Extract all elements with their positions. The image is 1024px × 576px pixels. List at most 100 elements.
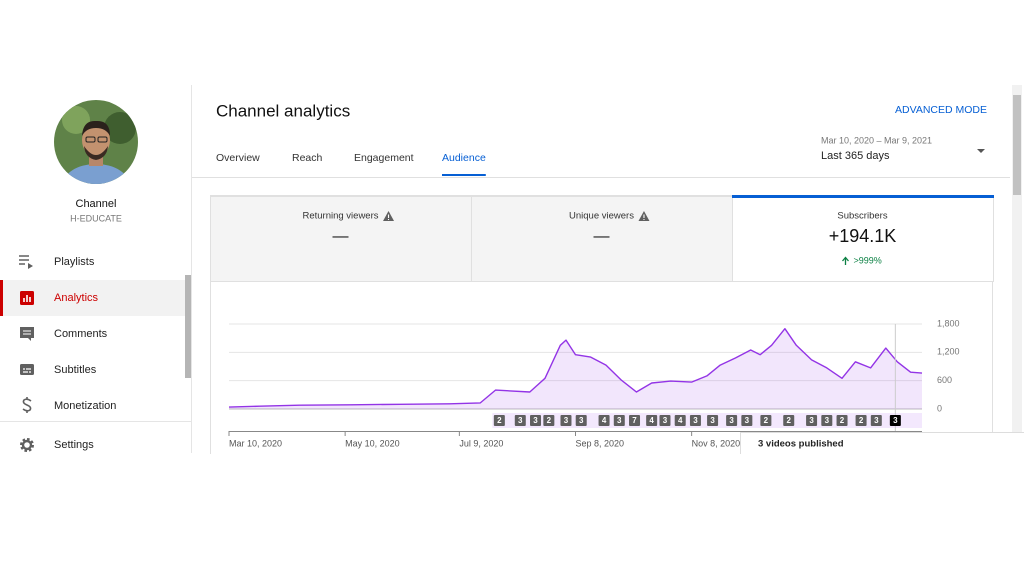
video-marker[interactable]	[575, 415, 587, 426]
video-marker-label: 3	[564, 416, 569, 425]
video-marker[interactable]	[855, 415, 867, 426]
video-marker[interactable]	[659, 415, 671, 426]
tab[interactable]: Engagement	[354, 152, 414, 164]
menu-item[interactable]: Analytics	[0, 280, 185, 316]
menu-item-label[interactable]: Monetization	[54, 400, 116, 412]
icon	[28, 263, 33, 269]
video-marker-label: 3	[663, 416, 668, 425]
video-marker[interactable]	[806, 415, 818, 426]
menu-item-label[interactable]: Comments	[54, 328, 108, 340]
video-marker-label: 2	[859, 416, 864, 425]
video-marker[interactable]	[726, 415, 738, 426]
menu-item[interactable]: Playlists	[19, 255, 95, 269]
tab[interactable]: Overview	[216, 152, 260, 164]
up-arrow-icon	[842, 256, 849, 265]
video-marker-label: 4	[649, 416, 654, 425]
page-scroll-track	[1012, 85, 1022, 453]
metric-card-selected-bar	[732, 195, 994, 198]
x-tick-label: Nov 8, 2020	[692, 438, 741, 448]
avatar[interactable]	[54, 100, 138, 208]
icon	[23, 295, 31, 302]
x-tick-label: Mar 10, 2020	[229, 438, 282, 448]
video-marker[interactable]	[689, 415, 701, 426]
video-marker[interactable]	[821, 415, 833, 426]
metric-card-title: Returning viewers	[302, 211, 378, 222]
video-marker[interactable]	[543, 415, 555, 426]
y-tick-label: 1,800	[937, 318, 960, 328]
video-marker-label: 3	[693, 416, 698, 425]
menu-item[interactable]: Monetization	[22, 397, 116, 413]
metric-card-value: +194.1K	[829, 226, 897, 246]
settings-icon	[20, 438, 34, 452]
metric-card[interactable]	[732, 196, 994, 282]
video-marker[interactable]	[493, 415, 505, 426]
video-marker[interactable]	[613, 415, 625, 426]
video-marker[interactable]	[514, 415, 526, 426]
metric-card-value: —	[333, 228, 349, 245]
chart: 0 600 1,200 1,800 Mar 10, 2020 May 10, 2020 Ju…	[228, 318, 1024, 454]
video-marker-label: 3	[809, 416, 814, 425]
y-tick-label: 1,200	[937, 347, 960, 357]
date-range[interactable]: Mar 10, 2020 – Mar 9, 2021	[821, 135, 932, 145]
menu-item[interactable]: Subtitles	[20, 364, 97, 376]
metric-card-title: Subscribers	[837, 211, 887, 222]
video-marker[interactable]	[760, 415, 772, 426]
y-tick-label: 600	[937, 375, 952, 385]
metric-card-value: —	[594, 228, 610, 245]
tab[interactable]: Audience	[442, 152, 486, 164]
metric-card-title: Unique viewers	[569, 211, 634, 222]
x-tick-label: May 10, 2020	[345, 438, 400, 448]
page-scroll-thumb[interactable]	[1013, 95, 1021, 195]
video-marker[interactable]	[707, 415, 719, 426]
video-marker-label: 3	[518, 416, 523, 425]
advanced-mode-button[interactable]: ADVANCED MODE	[895, 104, 987, 116]
channel-name: Channel	[76, 198, 117, 210]
video-marker-label: 2	[840, 416, 845, 425]
menu-item-label[interactable]: Analytics	[54, 292, 99, 304]
videos-published-panel	[740, 432, 1024, 454]
video-marker-label: 2	[547, 416, 552, 425]
video-marker-label: 4	[602, 416, 607, 425]
video-marker[interactable]	[783, 415, 795, 426]
page-bottom	[0, 454, 1024, 576]
video-marker-label: 3	[745, 416, 750, 425]
video-marker-label: 3	[579, 416, 584, 425]
x-tick-label: Jul 9, 2020	[459, 438, 503, 448]
video-marker[interactable]	[741, 415, 753, 426]
tab[interactable]: Reach	[292, 152, 323, 164]
icon	[23, 330, 31, 335]
video-marker-label: 4	[678, 416, 683, 425]
video-marker-label: 7	[632, 416, 637, 425]
video-marker-label: 3	[729, 416, 734, 425]
menu-item[interactable]: Comments	[20, 327, 108, 341]
video-marker-label: 3	[617, 416, 622, 425]
video-marker[interactable]	[870, 415, 882, 426]
dropdown-arrow[interactable]	[977, 149, 985, 153]
video-marker-label: 3	[825, 416, 830, 425]
period-select[interactable]: Last 365 days	[821, 150, 890, 162]
video-marker[interactable]	[674, 415, 686, 426]
video-marker[interactable]	[560, 415, 572, 426]
icon	[19, 255, 29, 265]
metric-card[interactable]	[471, 196, 733, 282]
channel-handle: H-EDUCATE	[70, 213, 122, 223]
metric-card-change: >999%	[854, 255, 882, 265]
video-marker[interactable]	[646, 415, 658, 426]
video-marker[interactable]	[530, 415, 542, 426]
settings-link[interactable]: Settings	[54, 439, 94, 451]
metric-cards: Returning viewers — Unique viewers — Subscri…	[210, 195, 994, 282]
tabs: Overview Reach Engagement Audience	[216, 152, 486, 176]
video-marker[interactable]	[836, 415, 848, 426]
video-marker[interactable]	[889, 415, 901, 426]
line-area	[229, 328, 922, 409]
video-marker[interactable]	[598, 415, 610, 426]
menu-item-indicator	[0, 280, 3, 316]
video-marker-label: 2	[764, 416, 769, 425]
video-marker[interactable]	[629, 415, 641, 426]
videos-published-label: 3 videos published	[758, 439, 844, 450]
menu-item-label[interactable]: Subtitles	[54, 364, 97, 376]
video-marker-label: 3	[893, 416, 898, 425]
menu-item-label[interactable]: Playlists	[54, 256, 95, 268]
